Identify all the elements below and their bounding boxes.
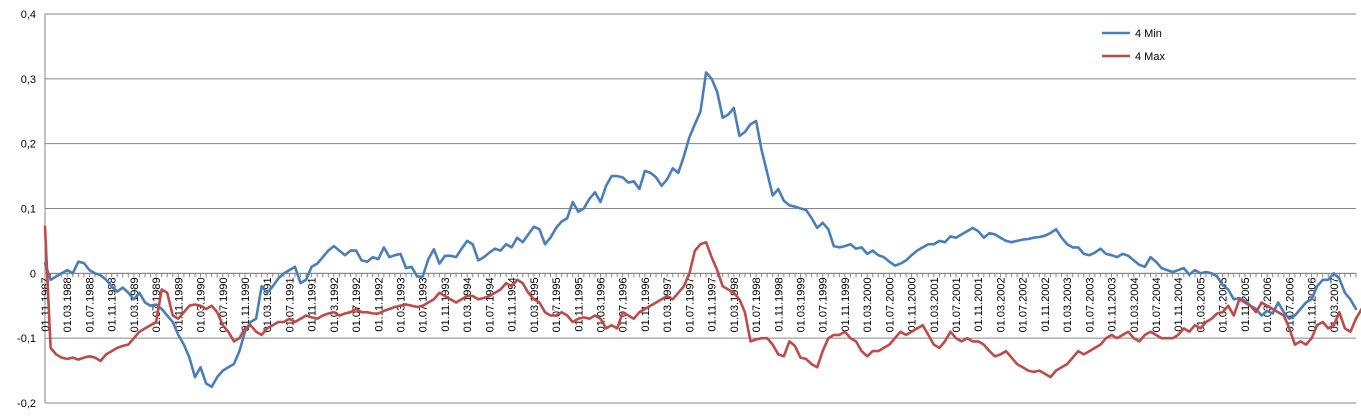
x-tick-label: 01.11.1999: [840, 277, 852, 331]
x-axis: 01.11.1987 01.03.1988 01.07.1988 01.11.1988…: [40, 272, 1357, 332]
x-tick-label: 01.11.1991: [307, 277, 319, 331]
x-tick-label: 01.07.2005: [1218, 277, 1230, 332]
x-tick-label: 01.03.1995: [529, 277, 541, 332]
x-tick-label: 01.03.1989: [129, 277, 141, 332]
x-tick-label: 01.07.1998: [751, 277, 763, 332]
x-tick-label: 01.03.1992: [329, 277, 341, 332]
x-tick-label: 01.07.2006: [1284, 277, 1296, 332]
y-tick-label: -0,1: [17, 333, 36, 345]
x-tick-label: 01.11.2001: [973, 277, 985, 331]
x-tick-label: 01.03.1998: [729, 277, 741, 332]
x-tick-label: 01.03.2004: [1129, 277, 1141, 332]
x-tick-label: 01.11.2003: [1107, 277, 1119, 331]
x-tick-label: 01.03.1997: [662, 277, 674, 332]
y-tick-label: 0: [30, 268, 36, 280]
x-tick-label: 01.11.1998: [773, 277, 785, 331]
series-line-1: [43, 71, 1358, 389]
x-tick-label: 01.07.1999: [818, 277, 830, 332]
x-tick-label: 01.03.2002: [995, 277, 1007, 332]
x-tick-label: 01.07.1994: [484, 277, 496, 332]
x-tick-label: 01.11.1990: [240, 277, 252, 331]
x-tick-label: 01.07.2001: [951, 277, 963, 332]
legend-label: 4 Min: [1135, 28, 1162, 40]
x-tick-label: 01.07.1990: [218, 277, 230, 332]
series-line-2: [43, 225, 1361, 379]
x-tick-label: 01.03.2005: [1195, 277, 1207, 332]
x-tick-label: 01.07.1988: [84, 277, 96, 332]
legend: 4 Min 4 Max: [1102, 28, 1165, 63]
legend-label: 4 Max: [1135, 51, 1165, 63]
x-tick-label: 01.03.1994: [462, 277, 474, 332]
x-tick-label: 01.07.1992: [351, 277, 363, 332]
y-tick-label: 0,3: [21, 74, 36, 86]
x-tick-label: 01.03.2000: [862, 277, 874, 332]
x-tick-label: 01.07.1995: [551, 277, 563, 332]
x-tick-label: 01.07.2000: [884, 277, 896, 332]
x-tick-label: 01.11.2002: [1040, 277, 1052, 331]
x-tick-label: 01.11.1992: [373, 277, 385, 331]
y-tick-label: 0,4: [21, 9, 36, 21]
x-tick-label: 01.11.1996: [640, 277, 652, 331]
x-tick-label: 01.11.1994: [507, 277, 519, 331]
x-tick-label: 01.03.2001: [929, 277, 941, 332]
x-tick-label: 01.07.1991: [284, 277, 296, 332]
x-tick-label: 01.11.2004: [1173, 277, 1185, 331]
y-tick-label: -0,2: [17, 398, 36, 410]
x-tick-label: 01.11.2000: [907, 277, 919, 331]
x-tick-label: 01.11.1989: [173, 277, 185, 331]
x-tick-label: 01.07.2002: [1018, 277, 1030, 332]
y-tick-label: 0,1: [21, 204, 36, 216]
series-lines: [43, 71, 1361, 389]
x-tick-label: 01.03.1996: [596, 277, 608, 332]
x-tick-label: 01.11.1997: [707, 277, 719, 331]
x-tick-label: 01.11.1995: [573, 277, 585, 331]
x-tick-label: 01.03.1999: [795, 277, 807, 332]
x-tick-label: 01.11.1993: [440, 277, 452, 331]
x-tick-label: 01.07.2004: [1151, 277, 1163, 332]
x-tick-label: 01.07.2003: [1084, 277, 1096, 332]
x-tick-label: 01.07.1997: [684, 277, 696, 332]
y-tick-label: 0,2: [21, 139, 36, 151]
y-axis-ticks: -0,2 -0,1 0 0,1 0,2 0,3 0,4: [17, 9, 36, 410]
x-tick-label: 01.03.2003: [1062, 277, 1074, 332]
x-tick-label: 01.03.1988: [62, 277, 74, 332]
